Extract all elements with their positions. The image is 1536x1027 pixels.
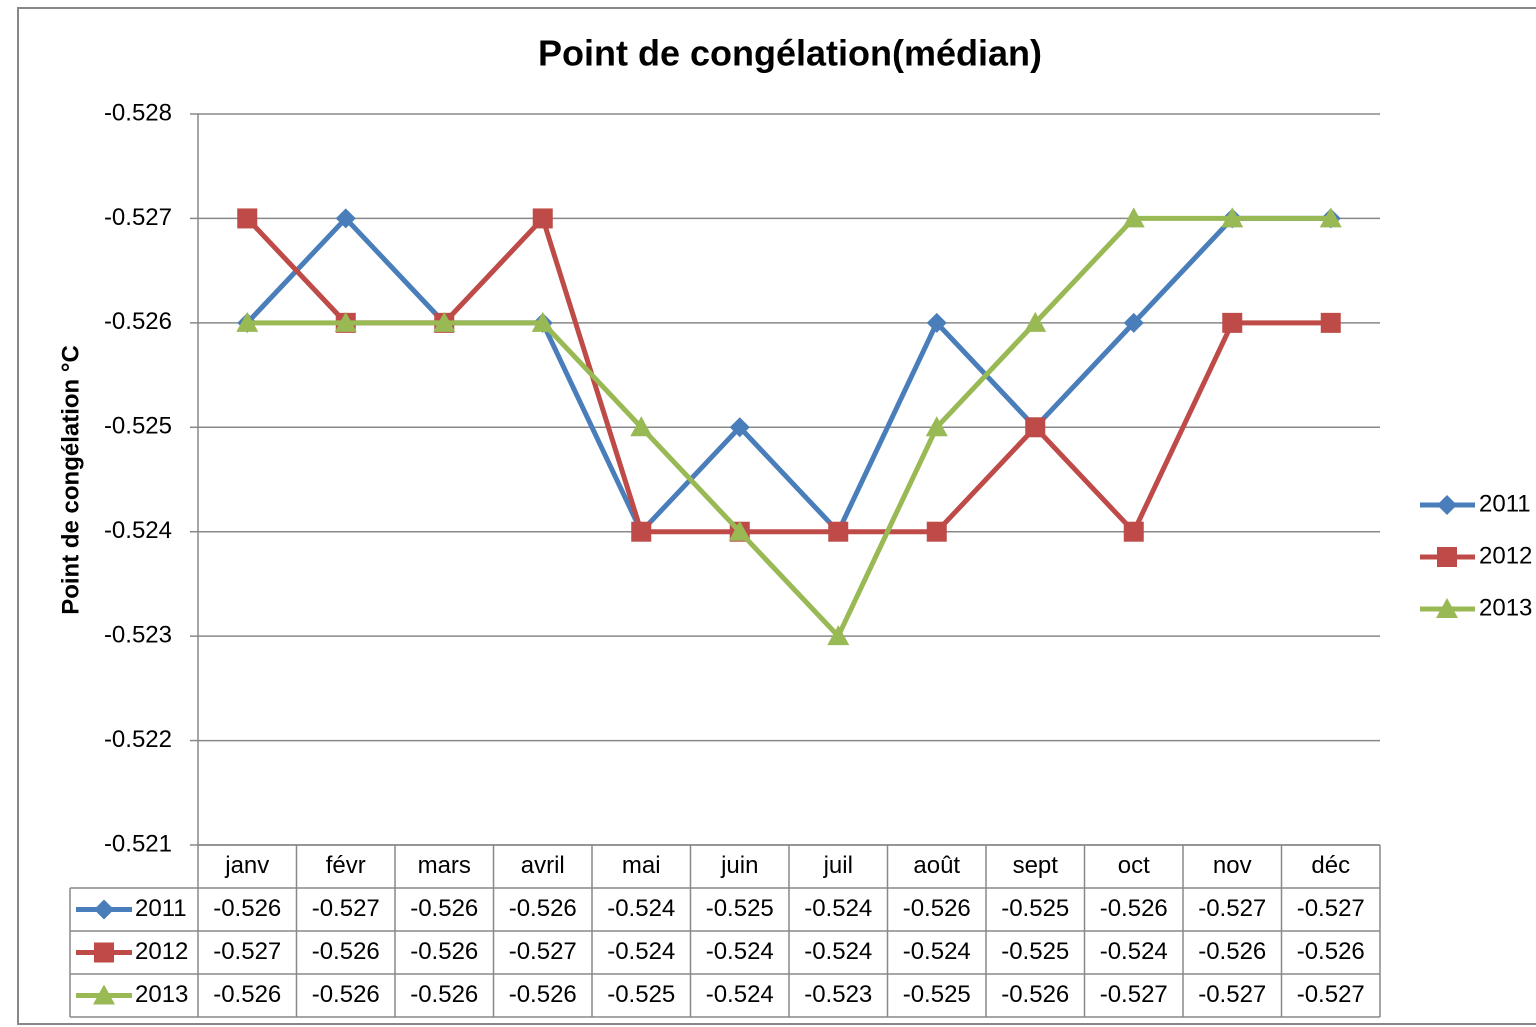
x-tick-label: juin (720, 852, 758, 879)
table-cell: -0.526 (509, 895, 577, 922)
marker (1122, 207, 1145, 228)
marker (1222, 312, 1243, 333)
x-tick-label: juil (823, 852, 853, 879)
table-cell: -0.526 (213, 981, 281, 1008)
table-cell: -0.525 (1001, 938, 1069, 965)
x-tick-label: janv (224, 852, 269, 879)
table-cell: -0.524 (706, 981, 774, 1008)
table-cell: -0.527 (312, 895, 380, 922)
marker (433, 311, 456, 332)
y-tick-label: -0.525 (104, 413, 172, 440)
table-cell: -0.527 (509, 938, 577, 965)
table-cell: -0.526 (1297, 938, 1365, 965)
marker (1123, 312, 1144, 333)
table-cell: -0.525 (706, 895, 774, 922)
table-cell: -0.526 (1001, 981, 1069, 1008)
y-tick-label: -0.528 (104, 99, 172, 126)
marker (1320, 312, 1341, 333)
marker (1221, 207, 1244, 228)
table-cell: -0.524 (804, 938, 872, 965)
marker (237, 208, 258, 229)
x-tick-label: mai (622, 852, 661, 879)
marker (94, 899, 114, 920)
x-tick-label: avril (521, 852, 565, 879)
series-line (245, 215, 1331, 535)
table-cell: -0.527 (213, 938, 281, 965)
marker (1123, 521, 1144, 542)
table-row-label: 2012 (135, 938, 188, 965)
y-tick-label: -0.526 (104, 308, 172, 335)
table-cell: -0.524 (607, 938, 675, 965)
x-tick-label: mars (418, 852, 471, 879)
y-tick-label: -0.521 (104, 830, 172, 857)
marker (532, 208, 553, 229)
marker (631, 521, 652, 542)
marker (93, 984, 115, 1005)
marker (728, 520, 751, 541)
table-cell: -0.525 (903, 981, 971, 1008)
marker (630, 416, 653, 437)
x-tick-label: déc (1311, 852, 1350, 879)
y-tick-label: -0.522 (104, 726, 172, 753)
x-tick-label: oct (1118, 852, 1150, 879)
table-cell: -0.526 (509, 981, 577, 1008)
y-tick-label: -0.524 (104, 517, 172, 544)
marker (1437, 547, 1457, 567)
y-axis-label: Point de congélation °C (57, 345, 84, 615)
table-cell: -0.523 (804, 981, 872, 1008)
marker (827, 625, 850, 646)
legend-label: 2012 (1479, 542, 1532, 569)
table-cell: -0.526 (410, 981, 478, 1008)
y-tick-label: -0.527 (104, 204, 172, 231)
x-tick-label: août (913, 852, 960, 879)
table-cell: -0.527 (1297, 981, 1365, 1008)
table-cell: -0.526 (312, 938, 380, 965)
marker (236, 311, 259, 332)
marker (1436, 598, 1458, 618)
table-cell: -0.526 (903, 895, 971, 922)
y-tick-label: -0.523 (104, 621, 172, 648)
marker (531, 311, 554, 332)
table-cell: -0.526 (1198, 938, 1266, 965)
table-row-label: 2011 (135, 895, 187, 922)
table-cell: -0.524 (607, 895, 675, 922)
x-tick-label: sept (1013, 852, 1059, 879)
marker (926, 521, 947, 542)
marker (334, 311, 357, 332)
table-cell: -0.524 (903, 938, 971, 965)
marker (94, 942, 114, 963)
table-cell: -0.525 (1001, 895, 1069, 922)
marker (926, 312, 947, 333)
table-cell: -0.527 (1198, 895, 1266, 922)
table-cell: -0.524 (1100, 938, 1168, 965)
marker (1024, 311, 1047, 332)
table-cell: -0.525 (607, 981, 675, 1008)
table-cell: -0.526 (410, 895, 478, 922)
x-tick-label: févr (326, 852, 366, 879)
table-cell: -0.524 (706, 938, 774, 965)
table-cell: -0.526 (1100, 895, 1168, 922)
marker (925, 416, 948, 437)
marker (1319, 207, 1342, 228)
table-cell: -0.527 (1297, 895, 1365, 922)
legend-label: 2011 (1479, 490, 1531, 517)
chart-title: Point de congélation(médian) (538, 33, 1042, 74)
table-cell: -0.527 (1100, 981, 1168, 1008)
marker (729, 417, 750, 438)
series-line (247, 215, 1331, 639)
table-cell: -0.526 (312, 981, 380, 1008)
marker (1437, 495, 1457, 515)
table-cell: -0.526 (410, 938, 478, 965)
x-tick-label: nov (1213, 852, 1252, 879)
table-cell: -0.527 (1198, 981, 1266, 1008)
table-cell: -0.526 (213, 895, 281, 922)
marker (335, 208, 356, 229)
marker (1025, 417, 1046, 438)
legend-label: 2013 (1479, 594, 1532, 621)
marker (828, 521, 849, 542)
chart-frame (17, 7, 1536, 1025)
table-cell: -0.524 (804, 895, 872, 922)
table-row-label: 2013 (135, 981, 188, 1008)
